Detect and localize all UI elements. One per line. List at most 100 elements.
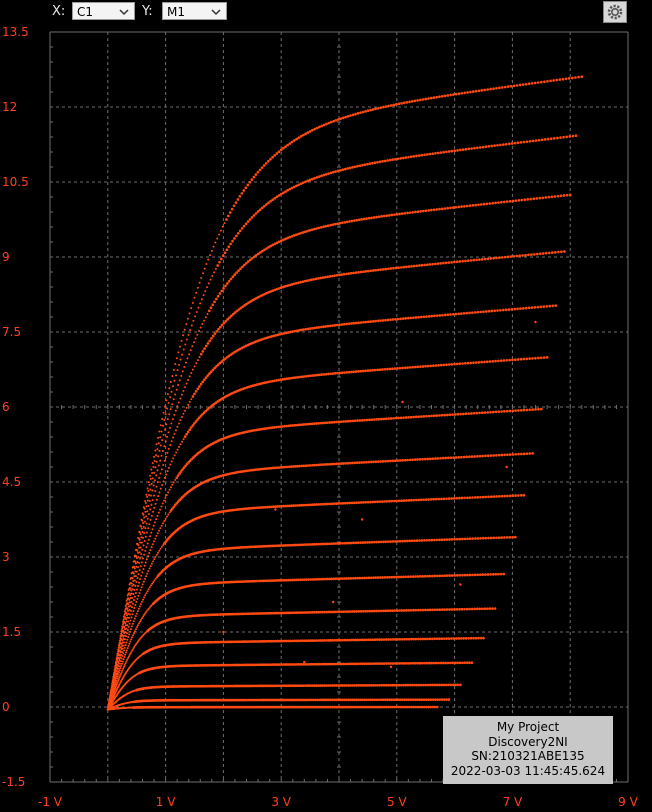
data-point bbox=[285, 424, 288, 428]
data-point bbox=[422, 683, 425, 687]
data-point bbox=[149, 605, 152, 608]
data-point bbox=[319, 577, 323, 581]
data-point bbox=[525, 408, 529, 412]
data-point bbox=[478, 607, 482, 611]
data-point bbox=[326, 324, 330, 328]
data-point bbox=[197, 306, 200, 309]
data-point bbox=[322, 173, 326, 177]
data-point bbox=[220, 289, 224, 293]
data-point bbox=[221, 254, 225, 258]
y-channel-select[interactable]: M1 bbox=[162, 2, 227, 20]
data-point bbox=[129, 628, 132, 631]
data-point bbox=[264, 336, 267, 340]
data-point bbox=[514, 494, 518, 497]
data-point bbox=[448, 661, 452, 665]
data-point bbox=[305, 684, 309, 688]
data-point bbox=[125, 660, 128, 663]
data-point bbox=[301, 578, 304, 582]
data-point bbox=[335, 610, 339, 614]
data-point bbox=[131, 596, 134, 599]
data-point bbox=[562, 135, 565, 139]
data-point bbox=[332, 542, 336, 545]
data-point bbox=[238, 229, 242, 233]
data-point bbox=[156, 532, 159, 535]
data-point bbox=[277, 150, 281, 154]
data-point bbox=[312, 698, 315, 702]
data-point bbox=[443, 574, 447, 578]
data-point bbox=[453, 149, 457, 153]
data-point bbox=[218, 325, 222, 329]
data-point bbox=[476, 495, 480, 499]
data-point bbox=[433, 683, 437, 687]
data-point bbox=[268, 505, 271, 509]
data-point bbox=[174, 429, 177, 432]
data-point bbox=[304, 698, 308, 702]
data-point bbox=[277, 425, 280, 429]
data-point bbox=[294, 684, 298, 688]
data-point bbox=[326, 463, 329, 466]
data-point bbox=[405, 609, 408, 612]
data-point bbox=[497, 359, 500, 363]
data-point bbox=[507, 142, 511, 146]
data-point bbox=[277, 194, 281, 197]
data-point bbox=[296, 611, 300, 615]
data-point bbox=[191, 368, 194, 371]
curve-series bbox=[106, 304, 558, 711]
data-point bbox=[321, 542, 325, 546]
data-point bbox=[537, 138, 541, 142]
data-point bbox=[438, 698, 442, 702]
data-point bbox=[402, 683, 405, 687]
data-point bbox=[153, 471, 156, 474]
data-point bbox=[403, 366, 407, 370]
data-point bbox=[388, 499, 391, 503]
data-point bbox=[472, 258, 476, 262]
data-point bbox=[365, 541, 369, 544]
data-point bbox=[256, 210, 260, 213]
settings-button[interactable] bbox=[603, 1, 627, 23]
data-point bbox=[574, 134, 578, 138]
data-point bbox=[206, 342, 210, 345]
gear-icon bbox=[607, 4, 623, 20]
data-point bbox=[402, 101, 406, 105]
data-point bbox=[340, 577, 344, 580]
data-point bbox=[360, 218, 364, 221]
data-point bbox=[424, 209, 428, 213]
data-point bbox=[359, 610, 363, 613]
data-point bbox=[312, 610, 316, 614]
data-point bbox=[395, 103, 398, 106]
data-point bbox=[398, 539, 402, 543]
data-point bbox=[451, 312, 455, 316]
data-point bbox=[369, 369, 372, 372]
data-point bbox=[524, 253, 527, 257]
data-point bbox=[432, 414, 436, 418]
data-point bbox=[314, 705, 318, 709]
data-point bbox=[538, 196, 542, 200]
data-point bbox=[355, 610, 358, 613]
data-point bbox=[140, 541, 143, 544]
data-point bbox=[285, 611, 288, 615]
data-point bbox=[351, 576, 355, 580]
data-point bbox=[463, 573, 467, 577]
data-point bbox=[292, 543, 296, 547]
data-point bbox=[138, 551, 141, 554]
data-point bbox=[189, 349, 192, 352]
data-point bbox=[414, 498, 418, 502]
data-point bbox=[455, 362, 459, 366]
data-point bbox=[301, 133, 305, 137]
data-point bbox=[423, 608, 427, 612]
data-point bbox=[146, 517, 149, 520]
data-point bbox=[133, 588, 136, 591]
data-point bbox=[138, 591, 141, 594]
x-channel-select[interactable]: C1 bbox=[72, 2, 135, 20]
data-point bbox=[199, 414, 203, 418]
data-point bbox=[296, 663, 300, 666]
data-point bbox=[490, 144, 494, 148]
data-point bbox=[359, 270, 363, 274]
data-point bbox=[302, 639, 306, 643]
data-point bbox=[129, 640, 132, 643]
data-point bbox=[429, 364, 433, 368]
data-point bbox=[329, 610, 333, 614]
data-point bbox=[534, 356, 537, 360]
data-point bbox=[154, 490, 157, 493]
data-point bbox=[148, 567, 151, 570]
